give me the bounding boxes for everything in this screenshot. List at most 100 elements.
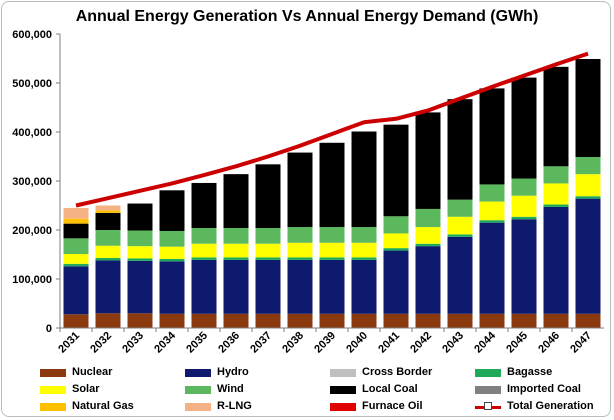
- bar-segment-r-lng: [95, 205, 121, 211]
- bar-segment-hydro: [95, 260, 121, 314]
- bar-segment-hydro: [255, 259, 281, 314]
- total-generation-line: [75, 51, 589, 208]
- y-tick-label: 400,000: [12, 127, 52, 139]
- bar-segment-local-coal: [383, 124, 409, 217]
- bar-segment-local-coal: [191, 182, 217, 229]
- bar-segment-bagasse: [383, 248, 409, 251]
- bar-segment-hydro: [479, 222, 505, 314]
- bar-segment-local-coal: [287, 152, 313, 228]
- bar-segment-solar: [255, 243, 281, 258]
- bar-segment-nuclear: [159, 313, 185, 328]
- bar-segment-nuclear: [447, 313, 473, 328]
- bar-segment-bagasse: [287, 257, 313, 260]
- bar-segment-wind: [351, 227, 377, 243]
- bar-segment-wind: [223, 228, 249, 244]
- bar-segment-bagasse: [223, 257, 249, 260]
- bar-segment-bagasse: [447, 234, 473, 237]
- bar-segment-bagasse: [159, 258, 185, 262]
- y-tick-label: 300,000: [12, 176, 52, 188]
- bar-segment-wind: [95, 230, 121, 246]
- bar-segment-hydro: [191, 259, 217, 314]
- bars-layer: [63, 58, 601, 328]
- x-tick-label: 2031: [56, 330, 82, 356]
- bar-segment-hydro: [223, 259, 249, 314]
- bar-segment-local-coal: [543, 66, 569, 167]
- bar-segment-local-coal: [575, 58, 601, 157]
- bar-segment-local-coal: [159, 190, 185, 231]
- bar-segment-solar: [479, 201, 505, 221]
- bar-segment-solar: [511, 195, 537, 217]
- bar-segment-solar: [543, 183, 569, 205]
- bar-segment-hydro: [159, 261, 185, 314]
- bar-segment-nuclear: [191, 313, 217, 328]
- bar-segment-nuclear: [319, 313, 345, 328]
- bar-segment-local-coal: [511, 77, 537, 179]
- bar-segment-solar: [159, 246, 185, 259]
- bar-segment-nuclear: [351, 313, 377, 328]
- bar-segment-bagasse: [95, 257, 121, 261]
- total-generation-layer: [75, 51, 589, 208]
- bar-segment-wind: [63, 238, 89, 255]
- bar-segment-nuclear: [287, 313, 313, 328]
- bar-segment-wind: [415, 208, 441, 228]
- y-tick-label: 100,000: [12, 274, 52, 286]
- bar-segment-solar: [447, 216, 473, 235]
- bar-segment-solar: [415, 227, 441, 244]
- bar-segment-wind: [447, 199, 473, 217]
- bar-segment-bagasse: [479, 220, 505, 223]
- bar-segment-hydro: [383, 250, 409, 314]
- y-tick-label: 0: [46, 323, 52, 335]
- bar-segment-r-lng: [63, 207, 89, 219]
- x-tick-label: 2044: [472, 329, 498, 355]
- bar-segment-local-coal: [479, 88, 505, 185]
- x-tick-label: 2046: [536, 330, 562, 356]
- bar-segment-natural-gas: [63, 218, 89, 224]
- chart-title: Annual Energy Generation Vs Annual Energ…: [75, 8, 539, 25]
- bar-segment-hydro: [287, 259, 313, 314]
- bar-segment-nuclear: [511, 313, 537, 328]
- x-tick-label: 2032: [88, 330, 114, 356]
- bar-segment-wind: [287, 227, 313, 243]
- bar-segment-bagasse: [319, 257, 345, 260]
- bar-segment-bagasse: [255, 257, 281, 260]
- bar-segment-wind: [383, 216, 409, 234]
- bar-segment-bagasse: [351, 257, 377, 260]
- bar-segment-hydro: [543, 206, 569, 314]
- bar-segment-wind: [319, 227, 345, 243]
- bar-segment-wind: [159, 230, 185, 247]
- bar-segment-local-coal: [95, 212, 121, 230]
- bar-segment-local-coal: [447, 99, 473, 200]
- x-tick-label: 2036: [216, 330, 242, 356]
- bar-segment-wind: [479, 184, 505, 202]
- bar-segment-bagasse: [415, 243, 441, 247]
- bar-segment-natural-gas: [95, 210, 121, 213]
- bar-segment-wind: [127, 230, 153, 247]
- bar-segment-solar: [95, 245, 121, 258]
- bar-segment-hydro: [575, 198, 601, 314]
- bar-segment-nuclear: [255, 313, 281, 328]
- bar-segment-bagasse: [127, 258, 153, 261]
- bar-segment-wind: [543, 166, 569, 184]
- x-tick-label: 2041: [376, 330, 402, 356]
- bar-segment-solar: [127, 246, 153, 259]
- y-tick-label: 500,000: [12, 78, 52, 90]
- bar-segment-nuclear: [415, 313, 441, 328]
- bar-segment-nuclear: [63, 314, 89, 328]
- bar-segment-nuclear: [575, 313, 601, 328]
- bar-segment-local-coal: [351, 131, 377, 228]
- x-tick-label: 2040: [344, 330, 370, 356]
- bar-segment-solar: [319, 242, 345, 258]
- bar-segment-solar: [223, 243, 249, 258]
- bar-segment-local-coal: [223, 174, 249, 229]
- bar-segment-local-coal: [319, 142, 345, 228]
- bar-segment-nuclear: [95, 313, 121, 328]
- bar-segment-hydro: [511, 219, 537, 314]
- bar-segment-nuclear: [127, 313, 153, 328]
- x-tick-label: 2035: [184, 330, 210, 356]
- x-tick-label: 2045: [504, 330, 530, 356]
- bar-segment-solar: [575, 174, 601, 197]
- bar-segment-bagasse: [63, 263, 89, 267]
- x-tick-label: 2043: [440, 330, 466, 356]
- bar-segment-hydro: [319, 259, 345, 314]
- bar-segment-local-coal: [63, 223, 89, 239]
